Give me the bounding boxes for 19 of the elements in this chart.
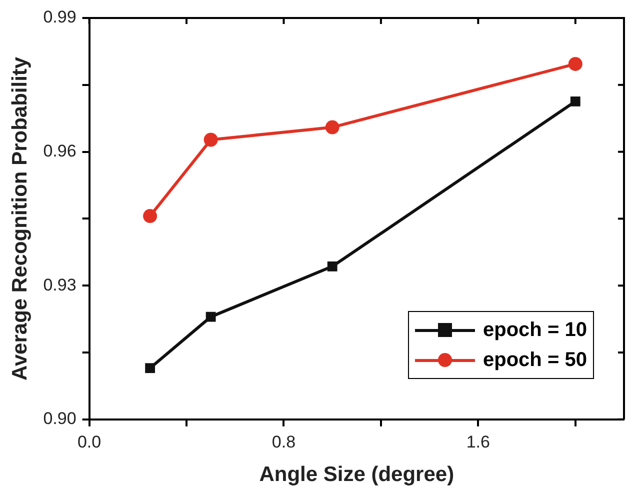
point xyxy=(325,120,340,134)
point xyxy=(145,363,155,374)
y-axis-title: Average Recognition Probability xyxy=(8,56,32,381)
point xyxy=(204,132,218,147)
point xyxy=(143,209,158,224)
x-tick-label: 1.6 xyxy=(466,432,490,452)
legend-label: epoch = 10 xyxy=(483,318,587,342)
x-tick-label: 0.0 xyxy=(77,432,102,452)
y-tick-label: 0.96 xyxy=(43,141,76,160)
point xyxy=(570,96,580,106)
y-tick-label: 0.90 xyxy=(43,409,76,428)
y-tick-label: 0.99 xyxy=(43,8,76,27)
point xyxy=(568,56,582,71)
point xyxy=(206,312,216,322)
point xyxy=(327,261,338,272)
legend-label: epoch = 50 xyxy=(483,348,587,372)
x-tick-label: 0.8 xyxy=(272,432,296,452)
x-axis-title: Angle Size (degree) xyxy=(259,463,454,486)
y-tick-label: 0.93 xyxy=(43,275,76,294)
